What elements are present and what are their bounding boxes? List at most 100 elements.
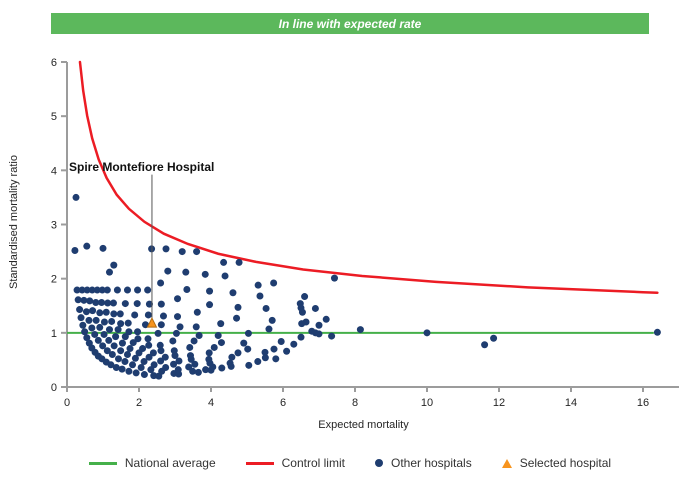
hospital-point[interactable] — [83, 242, 91, 250]
hospital-point[interactable] — [92, 316, 100, 324]
hospital-point[interactable] — [140, 371, 148, 379]
hospital-point[interactable] — [92, 299, 100, 306]
hospital-point[interactable] — [109, 299, 117, 307]
hospital-point[interactable] — [112, 333, 120, 341]
hospital-point[interactable] — [137, 364, 145, 371]
hospital-point[interactable] — [283, 347, 291, 355]
hospital-point[interactable] — [217, 339, 225, 347]
hospital-point[interactable] — [254, 358, 262, 366]
hospital-point[interactable] — [144, 286, 152, 294]
hospital-point[interactable] — [234, 349, 242, 357]
hospital-point[interactable] — [86, 297, 94, 305]
hospital-point[interactable] — [262, 304, 270, 312]
hospital-point[interactable] — [240, 339, 248, 347]
hospital-point[interactable] — [145, 353, 153, 361]
hospital-point[interactable] — [270, 279, 278, 287]
hospital-point[interactable] — [157, 347, 165, 355]
hospital-point[interactable] — [150, 361, 158, 369]
hospital-point[interactable] — [104, 299, 112, 307]
hospital-point[interactable] — [121, 358, 129, 366]
hospital-point[interactable] — [129, 361, 137, 369]
hospital-point[interactable] — [174, 366, 182, 374]
hospital-point[interactable] — [144, 335, 152, 343]
hospital-point[interactable] — [190, 337, 198, 345]
hospital-point[interactable] — [174, 313, 182, 321]
hospital-point[interactable] — [315, 321, 323, 329]
hospital-point[interactable] — [194, 368, 202, 376]
hospital-point[interactable] — [161, 353, 169, 361]
hospital-point[interactable] — [315, 330, 323, 338]
hospital-point[interactable] — [114, 326, 122, 334]
hospital-point[interactable] — [201, 270, 209, 278]
hospital-point[interactable] — [193, 248, 201, 256]
hospital-point[interactable] — [124, 319, 132, 327]
hospital-point[interactable] — [99, 244, 107, 252]
hospital-point[interactable] — [261, 354, 269, 362]
hospital-point[interactable] — [116, 310, 124, 318]
hospital-point[interactable] — [244, 345, 252, 353]
hospital-point[interactable] — [112, 364, 120, 371]
hospital-point[interactable] — [202, 366, 210, 374]
hospital-point[interactable] — [290, 340, 298, 348]
hospital-point[interactable] — [311, 304, 319, 312]
hospital-point[interactable] — [297, 304, 305, 312]
hospital-point[interactable] — [162, 245, 170, 253]
hospital-point[interactable] — [134, 335, 142, 343]
hospital-point[interactable] — [183, 286, 191, 293]
hospital-point[interactable] — [192, 323, 200, 331]
hospital-point[interactable] — [134, 286, 142, 294]
hospital-point[interactable] — [113, 286, 121, 294]
hospital-point[interactable] — [235, 258, 243, 266]
hospital-point[interactable] — [157, 300, 165, 308]
hospital-point[interactable] — [140, 358, 148, 366]
hospital-point[interactable] — [80, 296, 88, 304]
hospital-point[interactable] — [254, 281, 262, 289]
hospital-point[interactable] — [131, 311, 139, 319]
hospital-point[interactable] — [110, 310, 118, 318]
hospital-point[interactable] — [330, 274, 338, 282]
hospital-point[interactable] — [131, 354, 139, 362]
hospital-point[interactable] — [193, 308, 201, 316]
hospital-point[interactable] — [145, 341, 153, 349]
hospital-point[interactable] — [117, 347, 125, 355]
hospital-point[interactable] — [221, 272, 229, 280]
hospital-point[interactable] — [83, 334, 91, 342]
hospital-point[interactable] — [169, 337, 177, 345]
hospital-point[interactable] — [96, 309, 104, 317]
hospital-point[interactable] — [100, 330, 108, 338]
selected-hospital-marker[interactable] — [146, 316, 158, 328]
hospital-point[interactable] — [170, 347, 178, 355]
hospital-point[interactable] — [133, 300, 141, 308]
hospital-point[interactable] — [226, 359, 234, 367]
hospital-point[interactable] — [220, 258, 228, 266]
hospital-point[interactable] — [89, 307, 97, 315]
hospital-point[interactable] — [270, 345, 278, 353]
hospital-point[interactable] — [217, 320, 225, 328]
hospital-point[interactable] — [653, 328, 661, 336]
hospital-point[interactable] — [83, 286, 91, 294]
hospital-point[interactable] — [110, 261, 118, 269]
hospital-point[interactable] — [298, 320, 306, 328]
hospital-point[interactable] — [157, 357, 165, 365]
hospital-point[interactable] — [74, 296, 82, 304]
hospital-point[interactable] — [256, 292, 264, 300]
hospital-point[interactable] — [229, 289, 237, 297]
hospital-point[interactable] — [110, 342, 118, 350]
hospital-point[interactable] — [105, 268, 113, 276]
hospital-point[interactable] — [81, 328, 89, 336]
hospital-point[interactable] — [100, 318, 108, 326]
hospital-point[interactable] — [157, 279, 165, 287]
hospital-point[interactable] — [206, 287, 214, 295]
hospital-point[interactable] — [156, 341, 164, 349]
hospital-point[interactable] — [162, 364, 170, 371]
hospital-point[interactable] — [73, 286, 81, 294]
hospital-point[interactable] — [118, 339, 126, 347]
hospital-point[interactable] — [205, 349, 213, 357]
hospital-point[interactable] — [261, 348, 269, 356]
hospital-point[interactable] — [98, 299, 106, 306]
hospital-point[interactable] — [159, 312, 167, 320]
hospital-point[interactable] — [123, 286, 131, 294]
hospital-point[interactable] — [93, 286, 101, 294]
hospital-point[interactable] — [125, 367, 133, 375]
